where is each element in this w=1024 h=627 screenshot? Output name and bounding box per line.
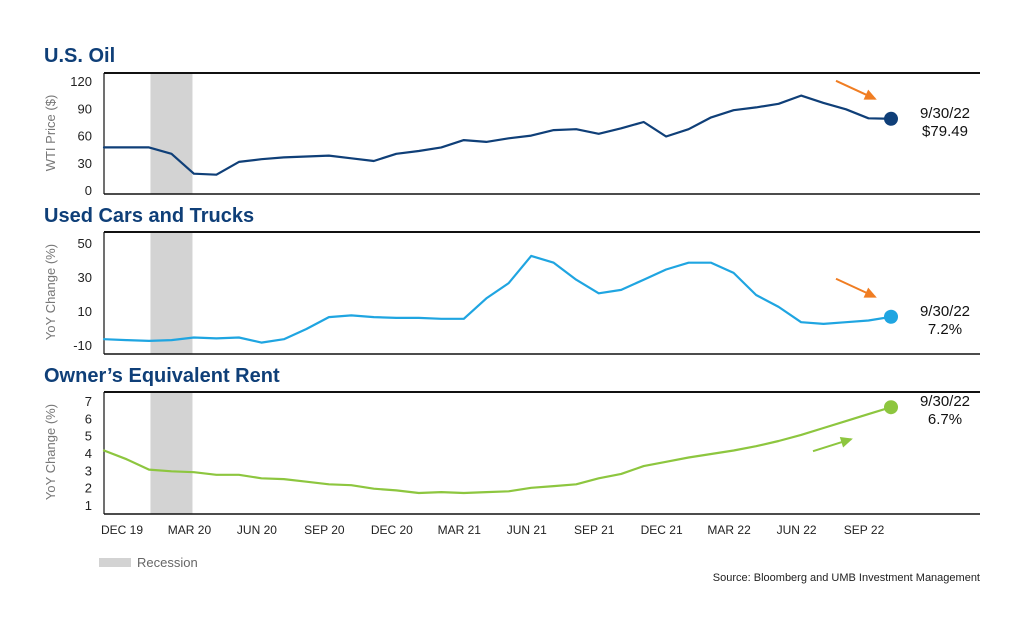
annotation-value: 7.2% — [928, 321, 962, 338]
x-tick-label: DEC 20 — [371, 523, 413, 537]
y-tick-label: 50 — [78, 236, 92, 251]
y-tick-label: 1 — [85, 498, 92, 513]
y-tick-label: 3 — [85, 463, 92, 478]
x-tick-label: SEP 21 — [574, 523, 615, 537]
y-axis-label: WTI Price ($) — [43, 95, 58, 172]
y-tick-label: -10 — [73, 338, 92, 353]
x-tick-label: SEP 20 — [304, 523, 345, 537]
trend-arrow-head — [863, 89, 877, 100]
series-line — [102, 94, 893, 176]
y-tick-label: 7 — [85, 394, 92, 409]
series-line — [102, 406, 893, 495]
x-tick-label: JUN 21 — [507, 523, 547, 537]
recession-band-2 — [150, 232, 193, 354]
x-tick-label: SEP 22 — [844, 523, 885, 537]
x-tick-label: MAR 22 — [707, 523, 751, 537]
panel-title: Owner’s Equivalent Rent — [44, 365, 280, 387]
y-tick-label: 90 — [78, 101, 92, 116]
y-tick-label: 10 — [78, 304, 92, 319]
legend-swatch-recession — [99, 558, 131, 567]
legend-label-recession: Recession — [137, 555, 198, 570]
x-tick-label: JUN 22 — [777, 523, 817, 537]
y-axis-label: YoY Change (%) — [43, 404, 58, 500]
trend-arrow-head — [839, 437, 853, 448]
y-tick-label: 4 — [85, 446, 92, 461]
annotation-value: $79.49 — [922, 123, 968, 140]
y-tick-label: 0 — [85, 183, 92, 198]
y-tick-label: 5 — [85, 429, 92, 444]
source-note: Source: Bloomberg and UMB Investment Man… — [713, 572, 980, 584]
endpoint-marker — [884, 400, 898, 415]
y-tick-label: 30 — [78, 270, 92, 285]
endpoint-marker — [884, 111, 898, 126]
x-tick-label: JUN 20 — [237, 523, 277, 537]
panel-title: U.S. Oil — [44, 45, 115, 67]
trend-arrow-head — [863, 287, 877, 298]
annotation-value: 6.7% — [928, 411, 962, 428]
recession-band-1 — [150, 73, 193, 194]
y-tick-label: 6 — [85, 411, 92, 426]
panel-title: Used Cars and Trucks — [44, 205, 254, 227]
x-tick-label: DEC 19 — [101, 523, 143, 537]
y-tick-label: 60 — [78, 129, 92, 144]
recession-band-3 — [150, 392, 193, 514]
y-tick-label: 2 — [85, 481, 92, 496]
annotation-date: 9/30/22 — [920, 393, 970, 410]
x-tick-label: MAR 20 — [168, 523, 212, 537]
annotation-date: 9/30/22 — [920, 105, 970, 122]
series-line — [102, 254, 893, 344]
x-tick-label: DEC 21 — [641, 523, 683, 537]
y-tick-label: 120 — [70, 74, 92, 89]
y-axis-label: YoY Change (%) — [43, 244, 58, 340]
endpoint-marker — [884, 309, 898, 324]
x-tick-label: MAR 21 — [438, 523, 482, 537]
y-tick-label: 30 — [78, 156, 92, 171]
annotation-date: 9/30/22 — [920, 303, 970, 320]
